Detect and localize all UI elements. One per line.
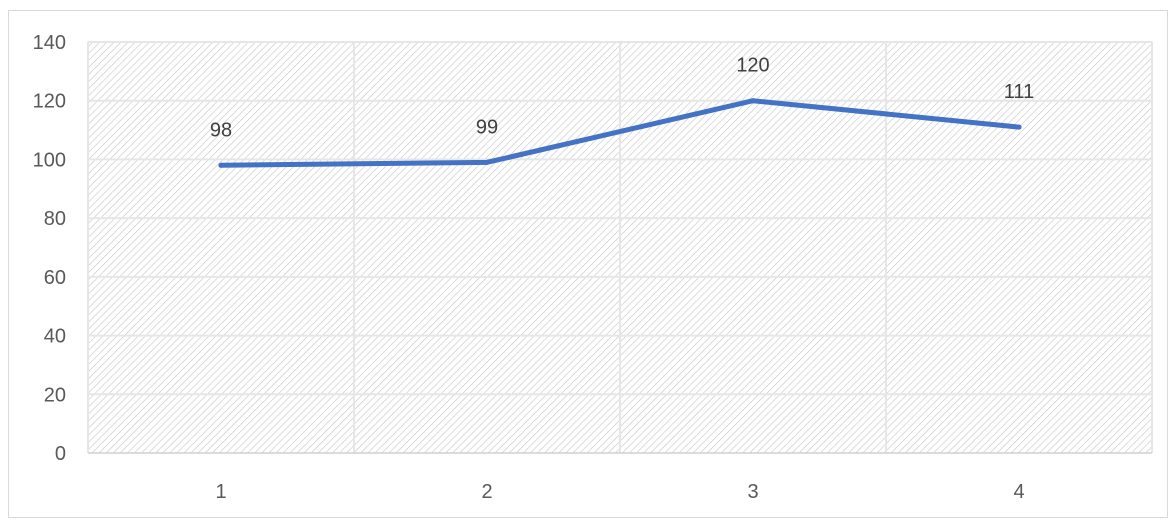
data-label: 99 xyxy=(476,116,498,138)
data-label: 120 xyxy=(736,55,769,77)
y-tick-label: 100 xyxy=(33,149,66,171)
x-tick-label: 3 xyxy=(747,481,758,503)
data-point xyxy=(484,159,490,165)
y-tick-label: 40 xyxy=(44,326,66,348)
data-label: 98 xyxy=(210,119,232,141)
y-tick-label: 0 xyxy=(55,443,66,465)
data-point xyxy=(218,162,224,168)
y-tick-label: 60 xyxy=(44,267,66,289)
y-tick-label: 140 xyxy=(33,32,66,54)
x-tick-label: 1 xyxy=(215,481,226,503)
x-tick-label: 4 xyxy=(1013,481,1024,503)
y-tick-label: 20 xyxy=(44,384,66,406)
data-point xyxy=(750,98,756,104)
x-tick-label: 2 xyxy=(481,481,492,503)
y-tick-label: 120 xyxy=(33,91,66,113)
y-tick-label: 80 xyxy=(44,208,66,230)
data-point xyxy=(1016,124,1022,130)
series-line xyxy=(218,98,1022,168)
data-label: 111 xyxy=(1004,81,1034,103)
